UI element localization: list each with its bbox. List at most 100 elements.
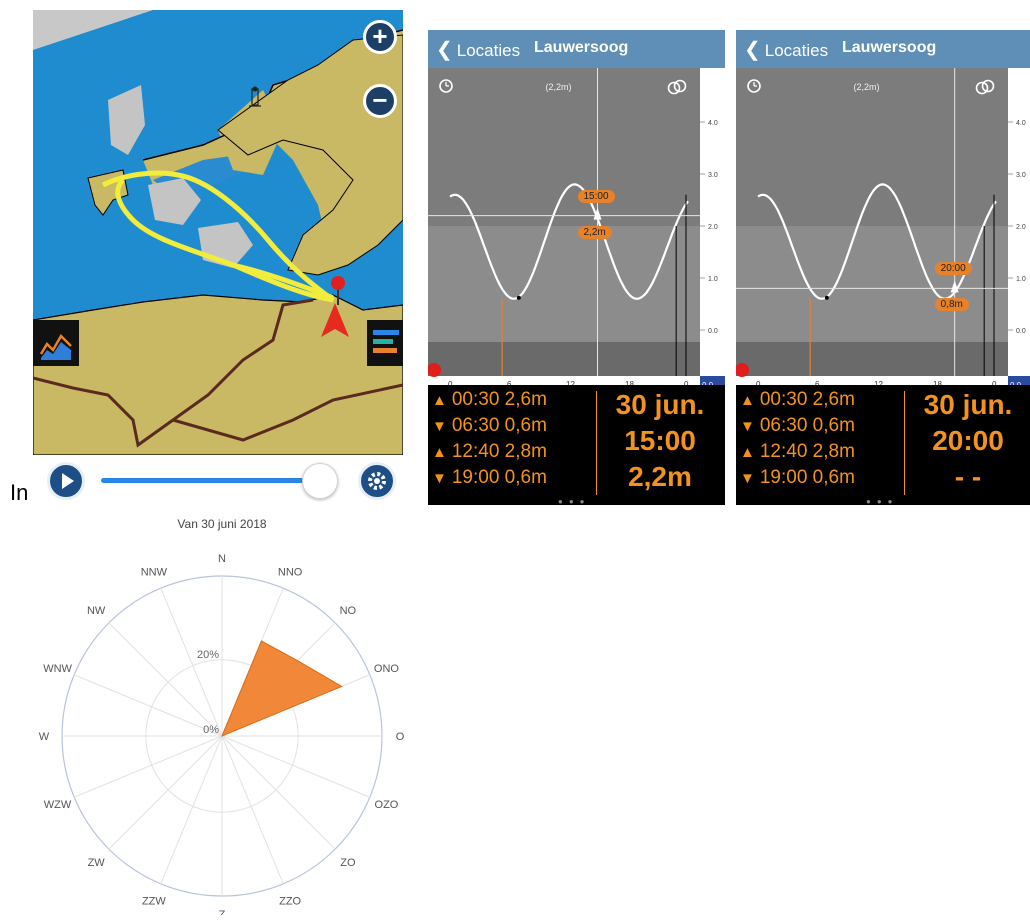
boat-icon: [593, 207, 602, 220]
back-label: Locaties: [764, 41, 829, 60]
y-axis-tick: 0.0: [708, 328, 718, 335]
cursor-height-tag: 2,2m: [577, 225, 612, 239]
tide-value: 00:30 2,6m: [759, 389, 855, 410]
time-slider-thumb[interactable]: [301, 463, 338, 499]
sun-marker-icon: [428, 363, 441, 377]
current-time: 20:00: [932, 425, 1004, 456]
chevron-left-icon: ❮: [744, 39, 761, 61]
y-axis-tick: 4.0: [1016, 120, 1026, 127]
low-tide-icon: ▼: [740, 470, 755, 487]
boat-marker-icon: [321, 303, 349, 337]
play-icon: [62, 473, 74, 489]
time-slider-track[interactable]: [101, 478, 323, 483]
ring-label: 20%: [197, 649, 219, 661]
y-axis-tick: 0.0: [1016, 328, 1026, 335]
clock-icon[interactable]: [747, 79, 761, 93]
header-value: (2,2m): [853, 82, 879, 92]
direction-label: NNO: [278, 567, 303, 579]
direction-label: ZZW: [142, 895, 166, 907]
direction-label: NW: [87, 605, 106, 617]
boat-icon: [950, 280, 959, 293]
zoom-in-button[interactable]: +: [363, 20, 397, 54]
tide-row: ▼ 06:30 0,6m: [432, 415, 547, 437]
direction-label: W: [39, 731, 50, 743]
map-view[interactable]: + −: [33, 10, 403, 455]
wind-rose: Van 30 juni 2018 N NNO NO ONO O OZO ZO ZZO Z ZZW ZW…: [0, 510, 432, 920]
location-pin-icon: [330, 275, 346, 305]
x-axis-tick: 0: [756, 380, 761, 389]
high-tide-icon: ▲: [432, 392, 447, 409]
tide-row: ▼ 19:00 0,6m: [432, 467, 547, 489]
x-axis-tick: 6: [815, 380, 820, 389]
compare-icon[interactable]: [667, 79, 687, 95]
tide-panel-2: ❮Locaties Lauwersoog 4.0 3.0 2.0 1.0 0.0 0 6 12 18…: [736, 30, 1030, 505]
tide-value: 06:30 0,6m: [451, 415, 547, 436]
location-title: Lauwersoog: [534, 39, 629, 56]
x-axis-tick: 0: [448, 380, 453, 389]
gear-icon: [368, 472, 386, 490]
tide-value: 19:00 0,6m: [759, 467, 855, 488]
high-tide-icon: ▲: [740, 444, 755, 461]
direction-label: NNW: [141, 567, 168, 579]
low-tide-icon: ▼: [432, 418, 447, 435]
high-tide-icon: ▲: [740, 392, 755, 409]
current-date: 30 jun.: [923, 389, 1013, 420]
x-axis-tick: 12: [566, 380, 575, 389]
tide-value: 12:40 2,8m: [759, 441, 855, 462]
nav-header: ❮ Locaties Lauwersoog: [428, 30, 725, 68]
page-indicator: ●●●: [866, 497, 899, 505]
x-axis-tick: 6: [507, 380, 512, 389]
y-axis-tick: 2.0: [708, 224, 718, 231]
divider: [596, 391, 597, 495]
settings-button[interactable]: [358, 462, 396, 500]
zoom-out-button[interactable]: −: [363, 84, 397, 118]
page-indicator: ●●●: [558, 497, 591, 505]
direction-label: WZW: [44, 799, 72, 811]
current-height: - -: [954, 461, 982, 492]
cursor-height-tag: 0,8m: [934, 298, 969, 312]
direction-label: ZZO: [279, 895, 301, 907]
tide-chart: 4.03.02.01.00.00612180zaterdag 30 jun. 2…: [428, 68, 725, 413]
tide-row: ▼ 06:30 0,6m: [740, 415, 855, 437]
header-value: (2,2m): [545, 82, 571, 92]
direction-label: N: [218, 553, 226, 565]
zoom-in-label: +: [372, 21, 388, 51]
y-axis-tick: 2.0: [1016, 224, 1026, 231]
divider: [904, 391, 905, 495]
caption-label: In: [10, 480, 29, 505]
tide-row: ▼ 19:00 0,6m: [740, 467, 855, 489]
direction-label: O: [396, 731, 405, 743]
chart-title: Van 30 juni 2018: [177, 517, 267, 531]
y-axis-tick: 3.0: [1016, 172, 1026, 179]
tide-chart: 4.03.02.01.00.00612180zaterdag 30 jun. 2…: [736, 68, 1030, 413]
x-axis-tick: 18: [625, 380, 634, 389]
cursor-time-tag: 15:00: [577, 189, 615, 203]
cursor-time-tag: 20:00: [934, 262, 972, 276]
back-button[interactable]: ❮ Locaties: [436, 37, 520, 62]
ring-label: 0%: [203, 724, 219, 736]
current-date: 30 jun.: [615, 389, 705, 420]
play-button[interactable]: [47, 462, 85, 500]
current-height: 2,2m: [628, 461, 692, 492]
y-axis-tick: 3.0: [708, 172, 718, 179]
x-axis-tick: 0: [992, 380, 997, 389]
compare-icon[interactable]: [975, 79, 995, 95]
high-tide-icon: ▲: [432, 444, 447, 461]
layers-icon[interactable]: [367, 320, 403, 366]
location-title: Lauwersoog: [842, 39, 937, 56]
chevron-left-icon: ❮: [436, 39, 453, 61]
direction-label: ZO: [340, 857, 356, 869]
direction-label: NO: [340, 605, 357, 617]
tide-table: ▲ 00:30 2,6m ▼ 06:30 0,6m ▲ 12:40 2,8m ▼ 19:00 …: [736, 385, 1030, 505]
clock-icon[interactable]: [439, 79, 453, 93]
tide-row: ▲ 12:40 2,8m: [740, 441, 855, 463]
chart-icon[interactable]: [33, 320, 79, 366]
nav-header: ❮ Locaties Lauwersoog: [736, 30, 1030, 68]
direction-label: ZW: [88, 857, 106, 869]
back-button[interactable]: ❮ Locaties: [744, 37, 828, 62]
tide-row: ▲ 00:30 2,6m: [432, 389, 547, 411]
tide-curve: [449, 183, 689, 300]
sun-marker-icon: [736, 363, 749, 377]
zoom-out-label: −: [372, 85, 388, 115]
y-axis-tick: 4.0: [708, 120, 718, 127]
